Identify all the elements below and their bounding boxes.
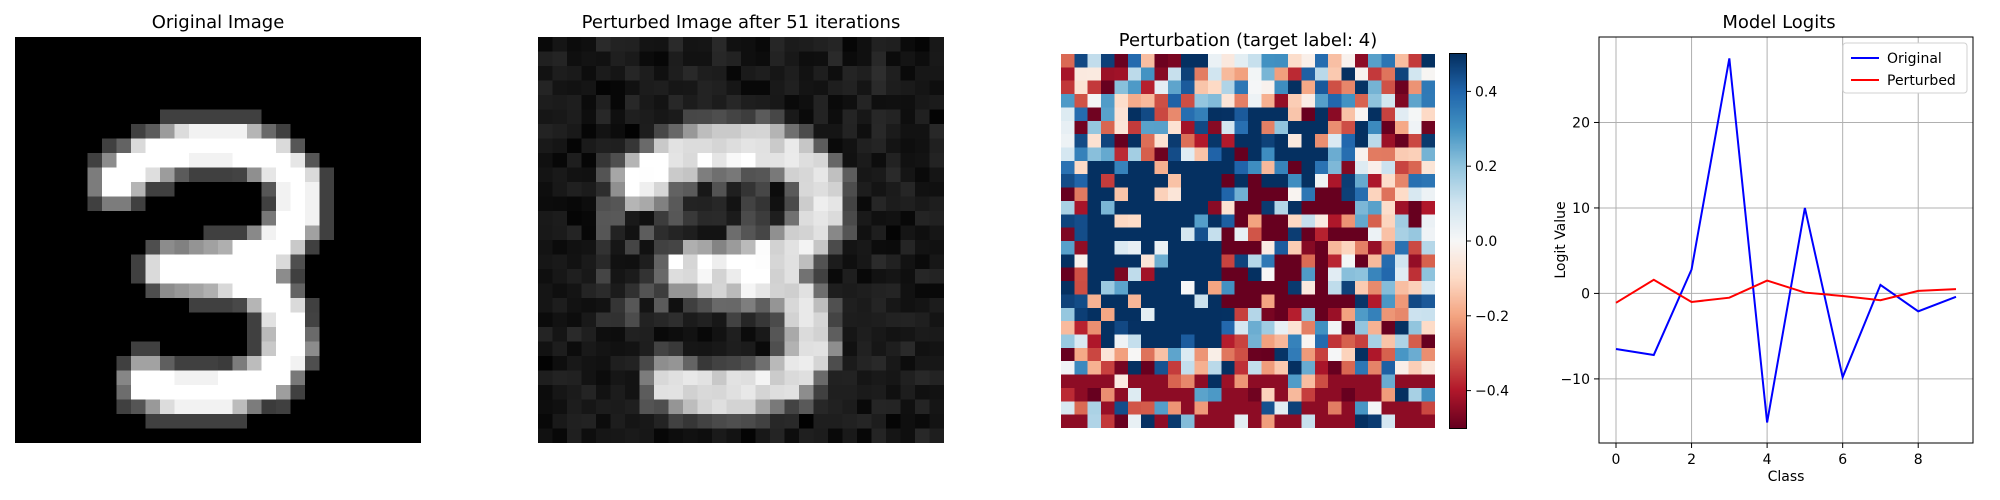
logits-legend: Original Perturbed	[1843, 43, 1967, 93]
perturbation-heatmap	[1061, 54, 1435, 428]
original-image-heatmap	[15, 37, 421, 443]
series-line-perturbed	[1616, 280, 1956, 303]
legend-label: Original	[1887, 51, 1942, 67]
logits-ylabel: Logit Value	[1553, 201, 1569, 278]
x-tick-label: 0	[1612, 452, 1621, 468]
y-tick-label: 20	[1572, 115, 1590, 131]
y-tick-label: 0	[1581, 286, 1590, 302]
logits-title: Model Logits	[1722, 12, 1835, 33]
perturbation-colorbar	[1450, 54, 1466, 428]
colorbar-tick-label: −0.2	[1475, 309, 1509, 325]
perturbed-image-heatmap	[538, 37, 944, 443]
logits-plot-frame	[1599, 37, 1973, 443]
x-tick-label: 8	[1914, 452, 1923, 468]
x-tick-label: 6	[1838, 452, 1847, 468]
legend-label: Perturbed	[1887, 73, 1956, 89]
perturbed-image-title: Perturbed Image after 51 iterations	[538, 12, 944, 33]
y-tick-label: −10	[1560, 372, 1590, 388]
model-logits-chart: Model Logits Class Logit Value 0 2 4 6 8−100…	[1545, 0, 1985, 480]
colorbar-tick-label: −0.4	[1475, 384, 1509, 400]
perturbation-title: Perturbation (target label: 4)	[1061, 30, 1435, 51]
colorbar-axis: 0.4 0.2 0.0 −0.2 −0.4	[1466, 54, 1526, 428]
original-image-title: Original Image	[15, 12, 421, 33]
y-tick-label: 10	[1572, 201, 1590, 217]
series-line-original	[1616, 58, 1956, 422]
colorbar-tick-label: 0.4	[1475, 84, 1497, 100]
logits-xlabel: Class	[1768, 469, 1805, 485]
colorbar-tick-label: 0.0	[1475, 234, 1497, 250]
colorbar-tick-label: 0.2	[1475, 159, 1497, 175]
x-tick-label: 4	[1763, 452, 1772, 468]
x-tick-label: 2	[1687, 452, 1696, 468]
